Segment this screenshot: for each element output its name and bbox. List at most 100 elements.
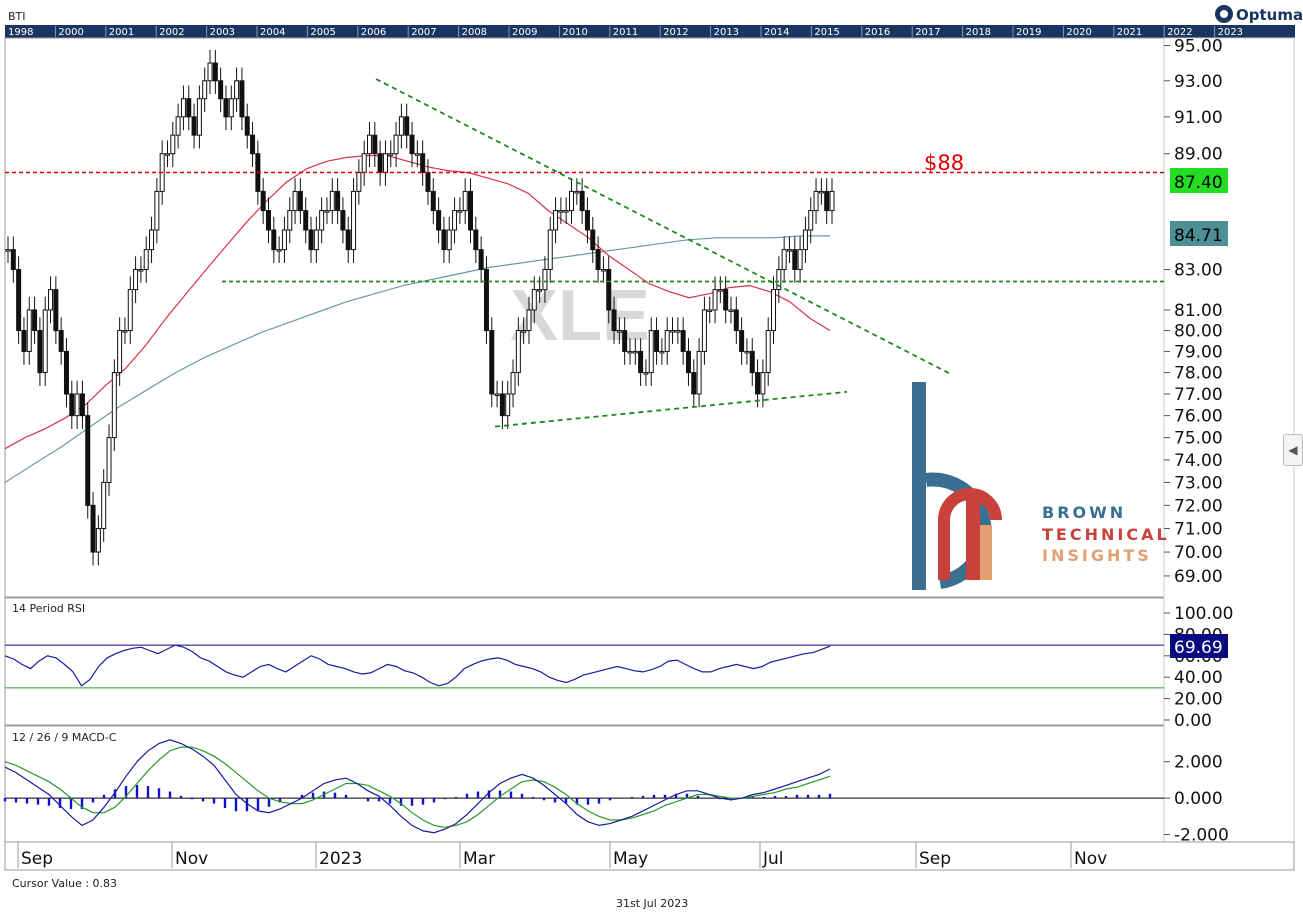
ma-value-badge: 84.71 bbox=[1170, 221, 1228, 246]
candle-body-3 bbox=[21, 330, 27, 352]
timeline-year-24[interactable]: 2023 bbox=[1218, 27, 1243, 38]
candle-body-9 bbox=[53, 289, 59, 332]
macd-hist-bar-56 bbox=[619, 798, 623, 799]
candle-body-88 bbox=[473, 229, 479, 251]
price-tick-label-5: 74.00 bbox=[1174, 451, 1223, 471]
timeline-year-10[interactable]: 2009 bbox=[512, 27, 537, 38]
candle-body-14 bbox=[79, 393, 85, 417]
candle-body-131 bbox=[701, 309, 707, 352]
candle-body-136 bbox=[728, 309, 734, 312]
candle-body-151 bbox=[808, 210, 814, 231]
candle-body-75 bbox=[404, 116, 410, 136]
timeline-year-15[interactable]: 2014 bbox=[764, 27, 789, 38]
month-label-3: Mar bbox=[463, 849, 495, 869]
month-label-6: Sep bbox=[919, 849, 951, 869]
macd-hist-bar-17 bbox=[190, 798, 194, 800]
macd-hist-bar-24 bbox=[267, 798, 271, 807]
candle-body-138 bbox=[739, 330, 745, 352]
timeline-year-5[interactable]: 2004 bbox=[260, 27, 285, 38]
candle-body-49 bbox=[265, 210, 271, 231]
svg-text:87.40: 87.40 bbox=[1174, 173, 1223, 193]
candle-body-26 bbox=[143, 249, 149, 270]
timeline-year-17[interactable]: 2016 bbox=[865, 27, 890, 38]
timeline-year-22[interactable]: 2021 bbox=[1117, 27, 1142, 38]
candle-body-36 bbox=[196, 98, 202, 136]
candle-body-76 bbox=[409, 134, 415, 155]
candle-body-99 bbox=[531, 289, 537, 311]
price-tick-label-9: 78.00 bbox=[1174, 364, 1223, 384]
timeline-year-6[interactable]: 2005 bbox=[310, 27, 335, 38]
macd-hist-bar-41 bbox=[454, 797, 458, 799]
timeline-year-0[interactable]: 1998 bbox=[8, 27, 33, 38]
rsi-panel[interactable] bbox=[4, 597, 1165, 726]
macd-hist-bar-0 bbox=[3, 798, 7, 802]
candle-body-111 bbox=[595, 249, 601, 270]
timeline-year-21[interactable]: 2020 bbox=[1066, 27, 1091, 38]
timeline-year-20[interactable]: 2019 bbox=[1016, 27, 1041, 38]
candle-body-68 bbox=[366, 134, 372, 155]
candle-body-94 bbox=[505, 393, 511, 417]
rsi-tick-label-4: 20.00 bbox=[1174, 690, 1223, 710]
candle-body-11 bbox=[63, 350, 69, 395]
candle-body-79 bbox=[425, 171, 431, 192]
candle-body-117 bbox=[627, 350, 633, 354]
timeline-year-1[interactable]: 2000 bbox=[58, 27, 83, 38]
macd-hist-bar-12 bbox=[135, 784, 139, 799]
candle-body-155 bbox=[829, 190, 835, 212]
timeline-year-19[interactable]: 2018 bbox=[966, 27, 991, 38]
candle-body-28 bbox=[154, 190, 160, 231]
timeline-year-3[interactable]: 2002 bbox=[159, 27, 184, 38]
macd-hist-bar-21 bbox=[234, 798, 238, 812]
timeline-bar[interactable] bbox=[5, 25, 1295, 38]
candle-body-73 bbox=[393, 134, 399, 155]
macd-hist-bar-31 bbox=[344, 794, 348, 799]
candle-body-56 bbox=[303, 210, 309, 231]
candle-body-93 bbox=[499, 393, 505, 417]
timeline-year-12[interactable]: 2011 bbox=[613, 27, 638, 38]
candle-body-64 bbox=[345, 229, 351, 251]
collapse-panel-button[interactable]: ◀ bbox=[1283, 434, 1303, 466]
timeline-year-18[interactable]: 2017 bbox=[915, 27, 940, 38]
candle-body-45 bbox=[244, 116, 250, 136]
macd-hist-bar-25 bbox=[278, 798, 282, 803]
macd-hist-bar-74 bbox=[817, 794, 821, 799]
macd-title: 12 / 26 / 9 MACD-C bbox=[12, 731, 117, 744]
rsi-title: 14 Period RSI bbox=[12, 602, 85, 615]
candle-body-103 bbox=[553, 210, 559, 231]
macd-hist-bar-27 bbox=[300, 794, 304, 799]
candle-body-50 bbox=[271, 229, 277, 251]
candle-body-130 bbox=[696, 350, 702, 395]
candle-body-110 bbox=[590, 229, 596, 251]
candle-body-43 bbox=[234, 80, 240, 100]
timeline-year-8[interactable]: 2007 bbox=[411, 27, 436, 38]
timeline-year-16[interactable]: 2015 bbox=[814, 27, 839, 38]
candle-body-109 bbox=[584, 210, 590, 231]
macd-hist-bar-54 bbox=[597, 798, 601, 804]
rsi-tick-label-5: 0.00 bbox=[1174, 711, 1212, 731]
timeline-year-2[interactable]: 2001 bbox=[109, 27, 134, 38]
candle-body-140 bbox=[749, 350, 755, 374]
macd-hist-bar-23 bbox=[256, 798, 260, 811]
candle-body-0 bbox=[5, 249, 11, 252]
timeline-year-9[interactable]: 2008 bbox=[462, 27, 487, 38]
candle-body-69 bbox=[372, 134, 378, 155]
macd-hist-bar-19 bbox=[212, 798, 216, 804]
optuma-logo: Optuma bbox=[1215, 5, 1303, 24]
timeline-year-11[interactable]: 2010 bbox=[562, 27, 587, 38]
timeline-year-23[interactable]: 2022 bbox=[1167, 27, 1192, 38]
candle-body-18 bbox=[101, 481, 107, 530]
macd-hist-bar-64 bbox=[707, 798, 711, 799]
brand-line2: TECHNICAL bbox=[1042, 525, 1170, 544]
candle-body-21 bbox=[117, 330, 123, 374]
timeline-year-4[interactable]: 2003 bbox=[210, 27, 235, 38]
macd-hist-bar-32 bbox=[355, 798, 359, 799]
macd-hist-bar-43 bbox=[476, 791, 480, 799]
timeline-year-7[interactable]: 2006 bbox=[361, 27, 386, 38]
macd-hist-bar-6 bbox=[69, 798, 73, 810]
candle-body-54 bbox=[292, 190, 298, 212]
timeline-year-13[interactable]: 2012 bbox=[663, 27, 688, 38]
candle-body-42 bbox=[228, 98, 234, 118]
macd-hist-bar-13 bbox=[146, 786, 150, 799]
macd-hist-bar-59 bbox=[652, 794, 656, 799]
timeline-year-14[interactable]: 2013 bbox=[714, 27, 739, 38]
